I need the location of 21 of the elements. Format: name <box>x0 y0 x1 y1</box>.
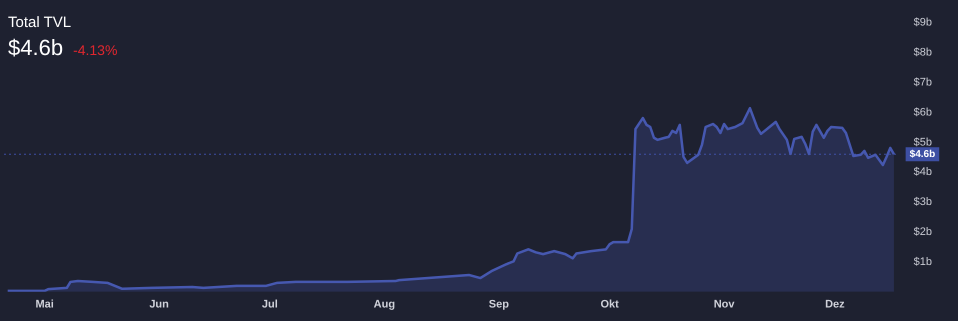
y-tick-label: $5b <box>914 136 932 148</box>
annotation: -4.13% <box>73 42 118 58</box>
y-tick-label: $7b <box>914 76 932 88</box>
y-tick-label: $8b <box>914 46 932 59</box>
chart-title: Total TVL <box>8 14 72 31</box>
y-tick-label: $1b <box>914 256 932 268</box>
ref-line-label: $4.6b <box>910 148 936 160</box>
x-tick-label: Mai <box>35 298 54 310</box>
x-tick-label: Aug <box>374 298 396 310</box>
x-tick-label: Nov <box>714 298 736 310</box>
y-tick-label: $2b <box>914 226 932 238</box>
y-tick-label: $9b <box>914 16 932 29</box>
x-tick-label: Jun <box>149 298 170 310</box>
y-tick-label: $6b <box>914 106 932 118</box>
x-tick-label: Okt <box>600 298 620 310</box>
x-tick-label: Dez <box>825 298 846 310</box>
y-tick-label: $4b <box>914 166 932 178</box>
y-tick-label: $3b <box>914 196 932 208</box>
x-tick-label: Jul <box>262 298 278 310</box>
text: $4.6b <box>8 35 64 61</box>
x-tick-label: Sep <box>488 298 510 310</box>
